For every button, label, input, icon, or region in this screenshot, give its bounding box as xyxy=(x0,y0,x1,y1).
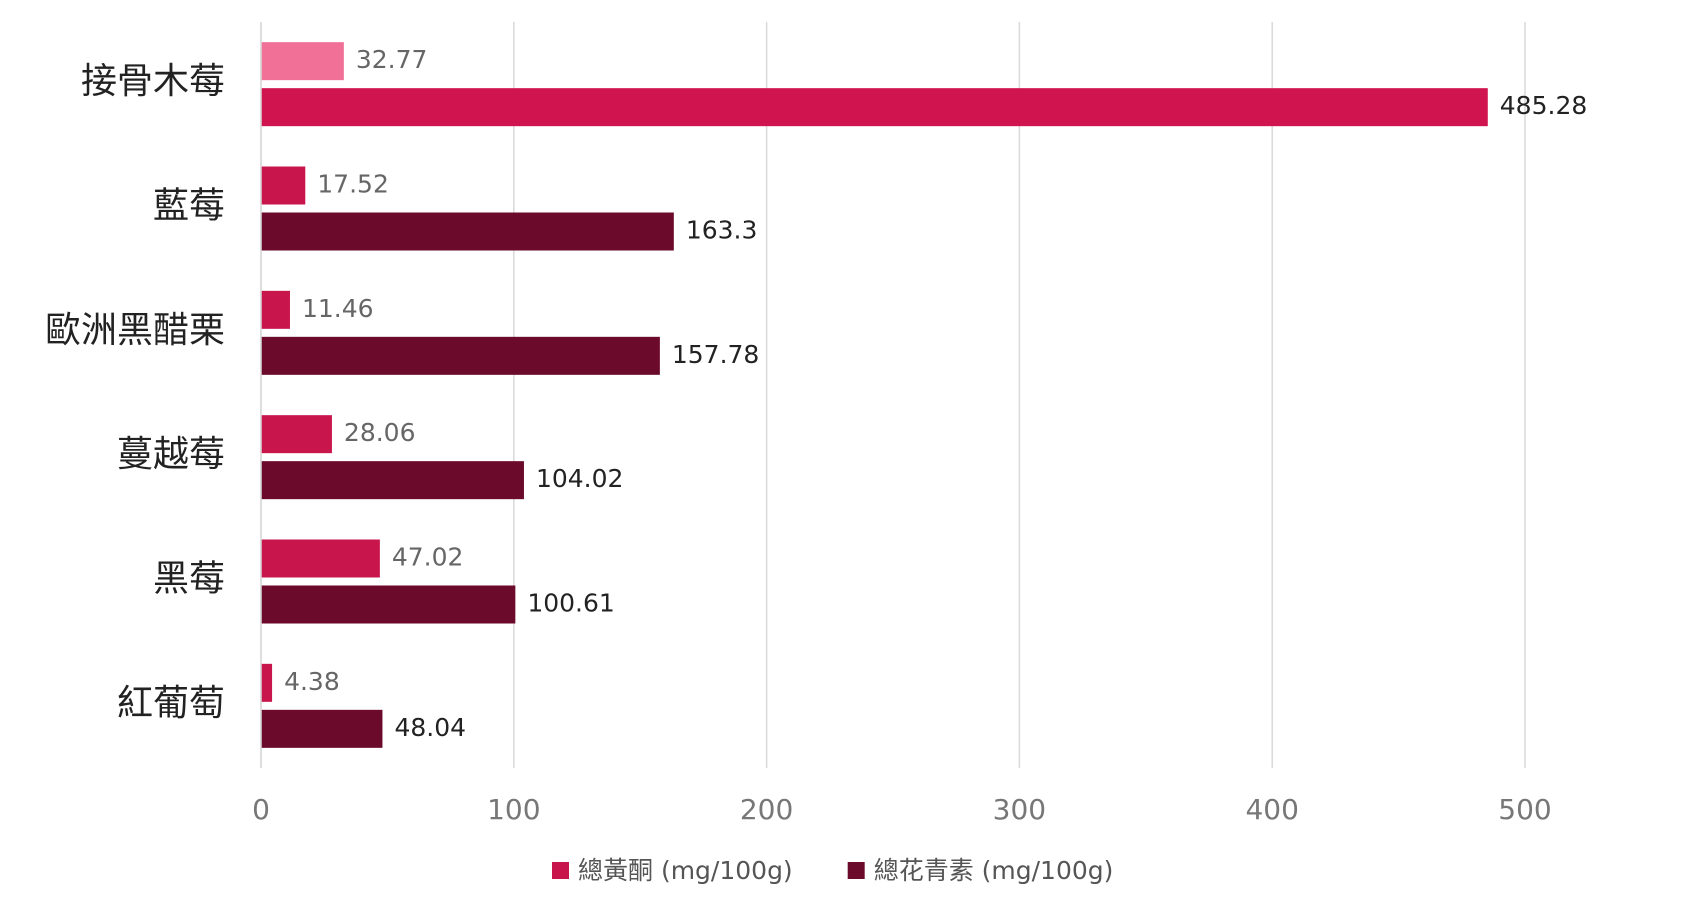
legend-label: 總花青素 (mg/100g) xyxy=(874,856,1114,885)
bar xyxy=(261,42,344,81)
value-label: 485.28 xyxy=(1500,91,1587,120)
bar xyxy=(261,290,290,329)
x-tick-label: 400 xyxy=(1245,793,1298,826)
value-label: 48.04 xyxy=(394,713,466,742)
x-tick-label: 500 xyxy=(1498,793,1551,826)
bar xyxy=(261,663,273,702)
bar xyxy=(261,88,1488,127)
value-label: 47.02 xyxy=(392,543,464,572)
bar xyxy=(261,585,516,624)
bar xyxy=(261,166,306,205)
bar xyxy=(261,709,383,748)
y-tick-label: 紅葡萄 xyxy=(117,683,225,724)
legend-swatch xyxy=(847,862,865,879)
legend-label: 總黃酮 (mg/100g) xyxy=(578,856,793,885)
legend-swatch xyxy=(552,862,569,879)
x-tick-label: 300 xyxy=(993,793,1046,826)
bar xyxy=(261,461,524,500)
bar xyxy=(261,336,660,375)
y-tick-label: 黑莓 xyxy=(153,559,225,600)
x-tick-label: 100 xyxy=(487,793,540,826)
value-label: 32.77 xyxy=(356,45,428,74)
value-label: 17.52 xyxy=(317,170,389,199)
value-label: 163.3 xyxy=(686,216,758,245)
y-tick-label: 藍莓 xyxy=(153,186,225,227)
y-tick-label: 蔓越莓 xyxy=(117,434,225,475)
value-label: 11.46 xyxy=(302,294,374,323)
bar xyxy=(261,539,380,578)
value-label: 104.02 xyxy=(536,464,623,493)
y-tick-label: 接骨木莓 xyxy=(81,61,225,102)
y-tick-label: 歐洲黑醋栗 xyxy=(45,310,225,351)
value-label: 100.61 xyxy=(527,589,614,618)
x-tick-label: 0 xyxy=(252,793,270,826)
value-label: 4.38 xyxy=(284,667,340,696)
x-tick-label: 200 xyxy=(740,793,793,826)
value-label: 28.06 xyxy=(344,418,416,447)
value-label: 157.78 xyxy=(672,340,759,369)
bar xyxy=(261,212,674,251)
bar xyxy=(261,415,332,454)
